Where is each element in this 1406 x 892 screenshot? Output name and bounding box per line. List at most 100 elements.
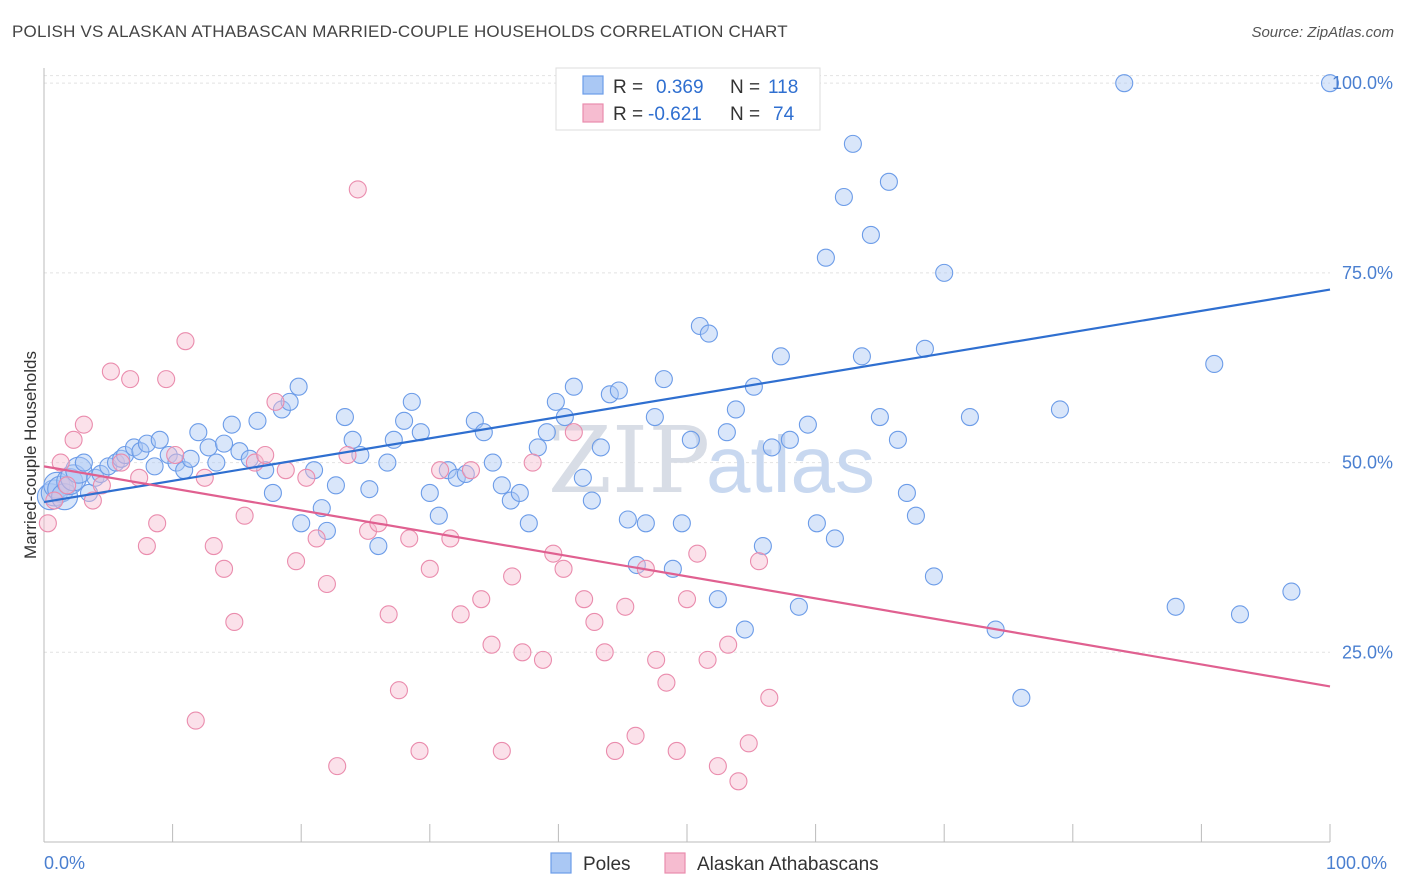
athabascan-point-72: [749, 552, 769, 571]
poles-point-22: [167, 453, 186, 472]
athabascan-point-48: [503, 567, 522, 586]
athabascan-point-62: [647, 650, 666, 669]
poles-point-102: [861, 225, 880, 244]
athabascan-point-4: [64, 430, 83, 449]
poles-point-47: [369, 537, 388, 556]
poles-point-100: [843, 134, 862, 153]
athabascan-point-53: [554, 559, 573, 578]
poles-point-79: [654, 370, 673, 389]
watermark: ZIP atlas: [548, 407, 875, 514]
athabascan-point-59: [616, 597, 635, 616]
athabascan-point-66: [688, 544, 707, 563]
legend-r-value-2: -0.621: [648, 104, 702, 125]
poles-point-78: [645, 408, 664, 427]
athabascan-point-31: [328, 757, 347, 776]
poles-point-107: [906, 506, 925, 525]
poles-point-21: [159, 445, 178, 465]
athabascan-trend-line: [43, 465, 1331, 688]
poles-point-36: [280, 392, 299, 411]
poles-point-98: [825, 529, 844, 548]
athabascan-point-27: [287, 552, 306, 571]
athabascan-point-33: [348, 180, 367, 199]
athabascan-point-68: [708, 757, 727, 776]
athabascan-point-69: [719, 635, 738, 654]
poles-point-37: [289, 377, 308, 396]
poles-point-84: [699, 324, 718, 343]
legend-r-label-1: R =: [613, 77, 643, 98]
poles-point-38: [292, 514, 311, 533]
poles-point-120: [1320, 74, 1340, 93]
poles-point-113: [1012, 688, 1031, 707]
poles-point-85: [708, 590, 727, 609]
legend-n-label-2: N =: [730, 104, 760, 125]
athabascan-point-21: [225, 612, 244, 631]
athabascan-point-30: [317, 574, 336, 594]
poles-point-70: [573, 468, 592, 487]
chart-title: POLISH VS ALASKAN ATHABASCAN MARRIED-COU…: [12, 22, 788, 41]
poles-point-118: [1230, 605, 1250, 624]
poles-point-97: [816, 248, 835, 267]
athabascan-point-45: [472, 590, 491, 609]
athabascan-point-29: [307, 529, 326, 548]
poles-point-75: [618, 510, 637, 529]
poles-point-39: [305, 461, 324, 480]
athabascan-point-6: [83, 491, 102, 510]
poles-point-67: [546, 392, 565, 411]
poles-trend-line: [43, 288, 1331, 504]
athabascan-point-3: [58, 476, 77, 495]
poles-point-43: [335, 408, 354, 427]
poles-point-48: [378, 453, 397, 472]
x-tick-label-min: 0.0%: [44, 853, 85, 873]
athabascan-point-0: [38, 514, 57, 533]
poles-point-5: [56, 468, 84, 496]
watermark-zip: ZIP: [548, 407, 710, 514]
poles-point-105: [888, 430, 907, 449]
athabascan-point-9: [112, 453, 131, 472]
poles-point-34: [263, 483, 282, 502]
poles-point-109: [924, 567, 943, 586]
poles-point-74: [609, 381, 628, 400]
poles-point-93: [780, 430, 799, 449]
legend-n-label-1: N =: [730, 77, 760, 98]
poles-point-8: [74, 453, 93, 472]
poles-point-106: [897, 483, 916, 502]
poles-point-66: [537, 423, 556, 442]
legend-swatch-athabascans: [582, 103, 604, 123]
poles-point-116: [1166, 597, 1185, 616]
poles-point-101: [852, 347, 871, 366]
athabascan-point-39: [410, 741, 429, 760]
athabascan-point-73: [760, 688, 779, 707]
athabascan-point-16: [176, 332, 195, 351]
poles-point-72: [591, 438, 610, 457]
poles-point-115: [1115, 74, 1134, 93]
athabascan-point-28: [297, 468, 316, 487]
poles-point-71: [582, 491, 601, 510]
athabascan-point-5: [74, 415, 93, 434]
poles-point-17: [131, 442, 150, 461]
poles-point-26: [199, 438, 218, 457]
athabascan-point-19: [204, 537, 223, 556]
athabascan-point-8: [101, 362, 120, 381]
poles-point-69: [564, 377, 583, 396]
y-tick-label-1: 50.0%: [1342, 453, 1393, 473]
athabascan-point-40: [420, 559, 439, 578]
poles-point-41: [317, 521, 336, 540]
athabascan-point-50: [523, 453, 542, 472]
athabascan-point-57: [595, 643, 614, 662]
athabascan-point-51: [533, 650, 553, 669]
athabascan-point-67: [698, 650, 717, 669]
athabascan-point-47: [492, 741, 511, 760]
bottom-legend-label-athabascans: Alaskan Athabascans: [697, 854, 879, 875]
legend-box: R = 0.369 N = 118 R = -0.621 N = 74: [555, 67, 821, 131]
poles-point-90: [753, 537, 772, 556]
athabascan-point-70: [729, 772, 748, 791]
poles-point-51: [402, 392, 421, 411]
poles-point-110: [935, 263, 954, 282]
athabascan-point-63: [657, 673, 676, 692]
athabascan-point-25: [266, 392, 285, 411]
grid-lines: [44, 75, 1330, 653]
bottom-legend-swatch-athabascans: [664, 852, 686, 874]
y-axis-title: Married-couple Households: [21, 351, 40, 559]
poles-point-95: [798, 415, 817, 434]
